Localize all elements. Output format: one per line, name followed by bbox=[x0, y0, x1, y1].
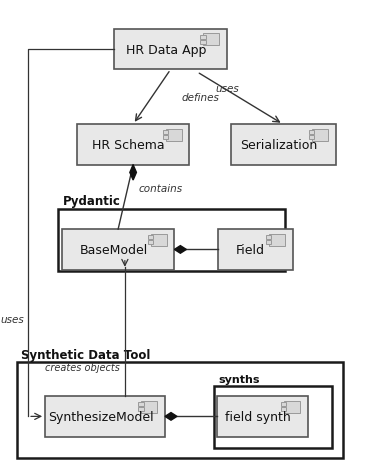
Bar bbox=[200, 41, 206, 45]
Bar bbox=[214, 387, 332, 448]
Bar bbox=[114, 30, 227, 70]
Bar bbox=[151, 234, 166, 246]
Bar bbox=[281, 402, 286, 406]
Polygon shape bbox=[130, 166, 136, 181]
Bar bbox=[148, 241, 153, 245]
Bar bbox=[284, 401, 300, 413]
Bar bbox=[203, 34, 219, 46]
Text: HR Data App: HR Data App bbox=[126, 43, 206, 57]
Bar bbox=[77, 125, 189, 166]
Text: Serialization: Serialization bbox=[240, 139, 317, 152]
Text: Field: Field bbox=[236, 243, 265, 257]
Bar bbox=[231, 125, 336, 166]
Bar bbox=[163, 136, 168, 140]
Bar bbox=[141, 401, 157, 413]
Bar bbox=[266, 241, 271, 245]
Bar bbox=[138, 402, 144, 406]
Text: uses: uses bbox=[216, 84, 239, 94]
Bar bbox=[148, 236, 153, 239]
Text: Synthetic Data Tool: Synthetic Data Tool bbox=[21, 348, 151, 361]
Bar bbox=[138, 407, 144, 411]
Bar bbox=[309, 131, 314, 135]
Text: SynthesizeModel: SynthesizeModel bbox=[48, 410, 153, 423]
Bar bbox=[266, 236, 271, 239]
Text: uses: uses bbox=[1, 314, 24, 324]
Polygon shape bbox=[165, 413, 177, 420]
Bar bbox=[166, 129, 182, 141]
Bar bbox=[200, 36, 206, 40]
Polygon shape bbox=[174, 246, 186, 254]
Bar bbox=[309, 136, 314, 140]
Text: creates objects: creates objects bbox=[45, 363, 120, 372]
Bar bbox=[163, 131, 168, 135]
Bar bbox=[45, 396, 165, 437]
Bar bbox=[312, 129, 328, 141]
Bar bbox=[269, 234, 285, 246]
Bar bbox=[217, 230, 292, 270]
Text: contains: contains bbox=[139, 184, 183, 193]
Text: defines: defines bbox=[182, 93, 220, 102]
Text: synths: synths bbox=[218, 375, 260, 385]
Bar bbox=[58, 209, 285, 271]
Text: BaseModel: BaseModel bbox=[80, 243, 148, 257]
Text: Pydantic: Pydantic bbox=[63, 195, 120, 208]
Bar bbox=[17, 363, 343, 458]
Text: HR Schema: HR Schema bbox=[92, 139, 165, 152]
Bar bbox=[217, 396, 308, 437]
Text: field synth: field synth bbox=[225, 410, 291, 423]
Bar bbox=[281, 407, 286, 411]
Bar bbox=[62, 230, 174, 270]
